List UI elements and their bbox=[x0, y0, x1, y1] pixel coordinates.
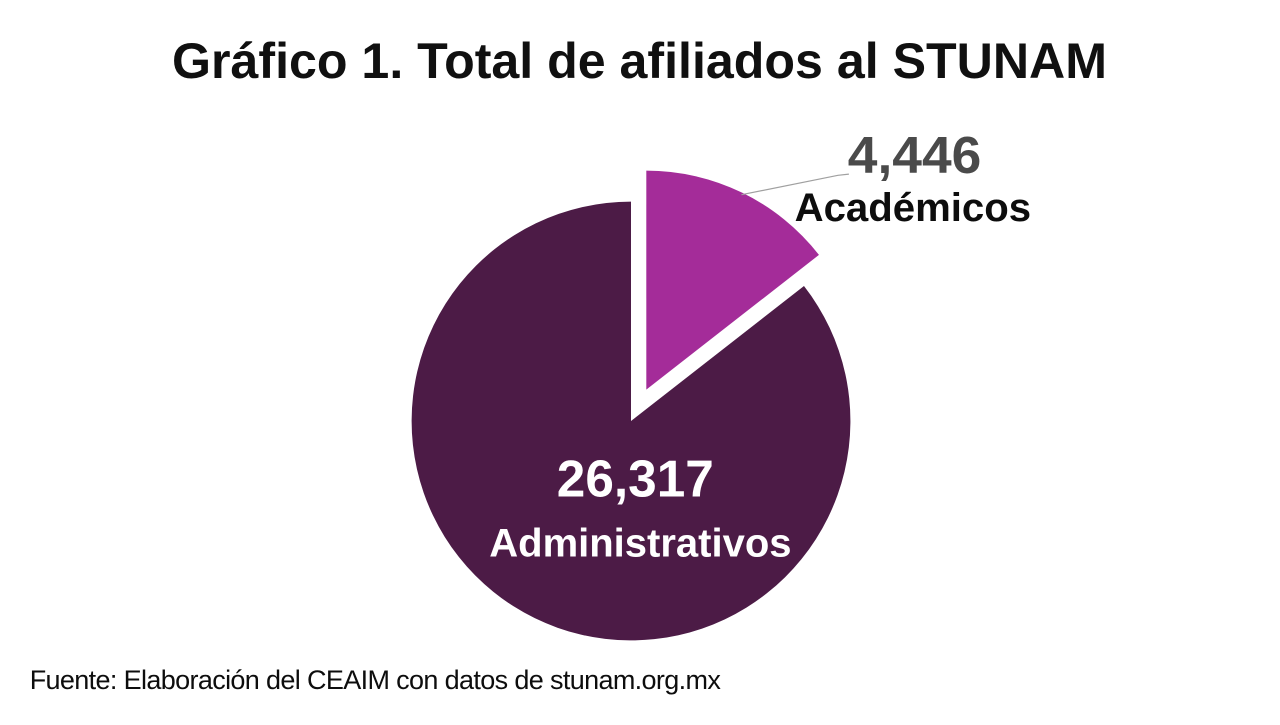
svg-text:Administrativos: Administrativos bbox=[489, 521, 791, 565]
svg-text:Académicos: Académicos bbox=[795, 186, 1032, 230]
svg-text:26,317: 26,317 bbox=[557, 449, 714, 507]
svg-text:Fuente: Elaboración del CEAIM: Fuente: Elaboración del CEAIM con datos … bbox=[30, 665, 722, 695]
svg-text:4,446: 4,446 bbox=[848, 126, 982, 184]
svg-text:Gráfico 1. Total de afiliados: Gráfico 1. Total de afiliados al STUNAM bbox=[172, 33, 1107, 89]
